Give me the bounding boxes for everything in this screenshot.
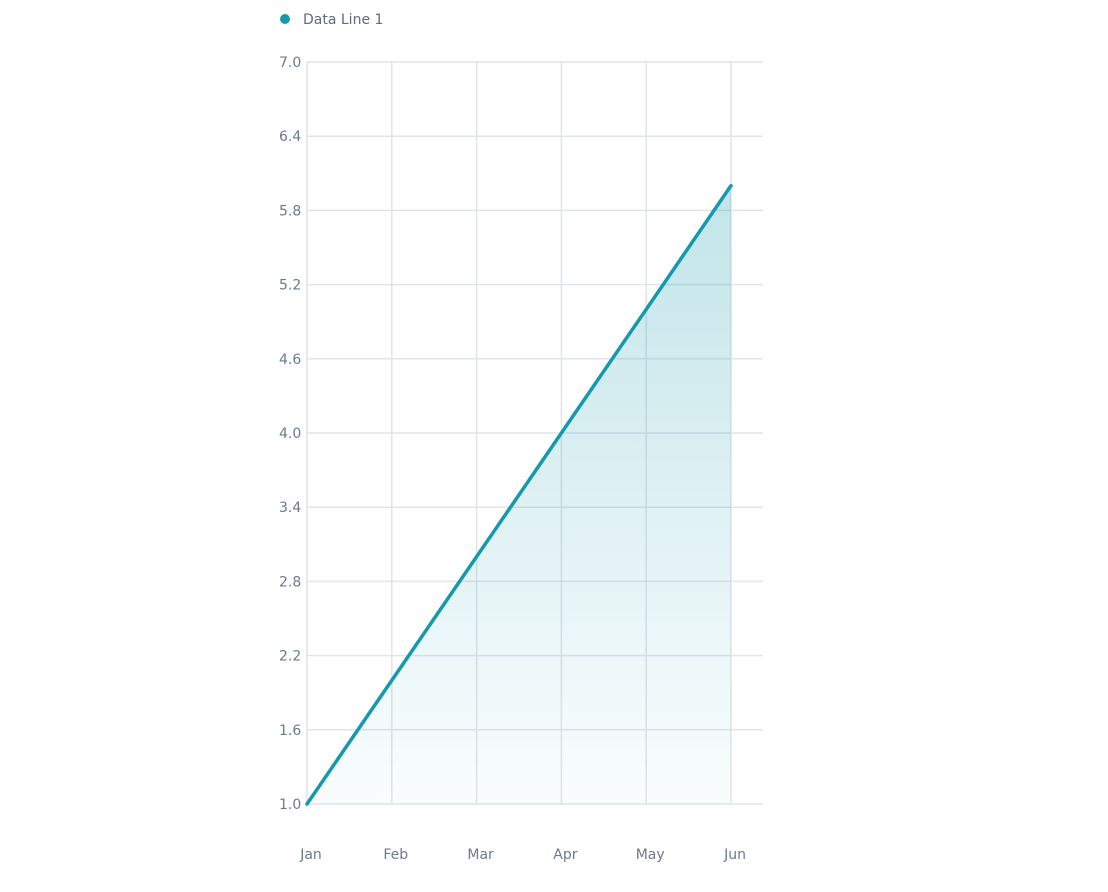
x-tick-label: Mar (467, 847, 494, 863)
x-tick-label: Apr (553, 847, 577, 863)
y-tick-label: 4.0 (279, 426, 301, 442)
series-area-fill (307, 185, 731, 804)
legend-label-data-line-1: Data Line 1 (303, 12, 383, 28)
y-tick-label: 1.6 (279, 723, 301, 739)
x-tick-label: Jan (299, 847, 322, 863)
x-tick-label: Feb (383, 847, 408, 863)
legend: Data Line 1 (280, 12, 383, 28)
y-tick-label: 2.8 (279, 574, 301, 590)
series-line (305, 183, 733, 806)
y-tick-label: 5.8 (279, 203, 301, 219)
legend-marker-data-line-1 (280, 14, 290, 24)
y-tick-label: 3.4 (279, 500, 301, 516)
y-tick-label: 4.6 (279, 352, 301, 368)
y-tick-label: 7.0 (279, 55, 301, 71)
x-axis-tick-labels: Jan Feb Mar Apr May Jun (299, 847, 746, 863)
y-tick-label: 6.4 (279, 129, 301, 145)
y-tick-label: 1.0 (279, 797, 301, 813)
y-tick-label: 5.2 (279, 278, 301, 294)
x-tick-label: Jun (723, 847, 746, 863)
series-data-line-1 (305, 183, 733, 806)
y-tick-label: 2.2 (279, 649, 301, 665)
x-tick-label: May (636, 847, 665, 863)
y-axis-tick-labels: 1.0 1.6 2.2 2.8 3.4 4.0 4.6 5.2 5.8 6.4 7.0 (279, 55, 301, 813)
